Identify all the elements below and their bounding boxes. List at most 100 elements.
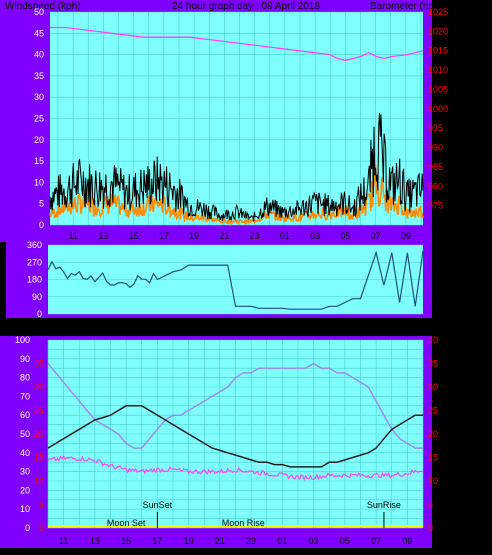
barometer-y-tick-label: 985 [428, 162, 443, 172]
dewpoint-line [47, 405, 423, 468]
wind-x-tick-label: 03 [310, 231, 320, 241]
wind-y-tick-label: 15 [34, 156, 44, 166]
event-marker-label: Moon Set [107, 518, 146, 528]
temp-x-tick-label: 05 [340, 536, 350, 546]
humidity-y-tick-label: 40 [20, 448, 30, 458]
wind-x-tick-label: 15 [129, 231, 139, 241]
wind-x-tick-label: 17 [159, 231, 169, 241]
rain-y-tick-label: 10 [34, 476, 44, 486]
wind-y-tick-label: 45 [34, 28, 44, 38]
humidity-y-tick-label: 90 [20, 354, 30, 364]
wind-y-tick-label: 35 [34, 71, 44, 81]
wind-x-tick-label: 07 [371, 231, 381, 241]
temp-x-tick-label: 19 [184, 536, 194, 546]
direction-label-n: N [436, 240, 443, 251]
wind-x-tick-label: 05 [340, 231, 350, 241]
humidity-y-tick-label: 80 [20, 373, 30, 383]
wind-x-tick-label: 23 [250, 231, 260, 241]
rain-y-tick-label: 30 [34, 382, 44, 392]
wind-x-tick-label: 01 [280, 231, 290, 241]
wind-avg-line [49, 164, 424, 227]
temp-x-tick-label: 23 [246, 536, 256, 546]
humidity-line [47, 455, 423, 482]
barometer-y-tick-label: 1025 [428, 7, 448, 17]
rain-y-tick-label: 25 [34, 406, 44, 416]
wind-y-tick-label: 50 [34, 7, 44, 17]
temp-x-tick-label: 07 [371, 536, 381, 546]
temp-y-tick-label: 5 [428, 500, 433, 510]
direction-y-tick-label: 0 [37, 309, 42, 319]
humidity-y-tick-label: 0 [25, 523, 30, 533]
rain-y-tick-label: 35 [34, 359, 44, 369]
humidity-y-tick-label: 70 [20, 391, 30, 401]
temp-y-tick-label: 30 [428, 382, 438, 392]
barometer-y-tick-label: 1000 [428, 104, 448, 114]
temp-x-tick-label: 21 [215, 536, 225, 546]
humidity-y-tick-label: 20 [20, 485, 30, 495]
direction-y-tick-label: 180 [27, 275, 42, 285]
temp-x-tick-label: 03 [309, 536, 319, 546]
wind-y-tick-label: 30 [34, 92, 44, 102]
barometer-y-tick-label: 1005 [428, 84, 448, 94]
direction-line [47, 250, 424, 310]
direction-y-tick-label: 270 [27, 257, 42, 267]
barometer-y-tick-label: 1010 [428, 65, 448, 75]
temp-x-tick-label: 01 [277, 536, 287, 546]
humidity-y-tick-label: 30 [20, 467, 30, 477]
chart-title: 24 hour graph day : 09 April 2018 [172, 1, 320, 12]
direction-y-tick-label: 360 [27, 240, 42, 250]
wind-y-tick-label: 0 [39, 220, 44, 230]
barometer-y-tick-label: 990 [428, 143, 443, 153]
temp-x-tick-label: 09 [402, 536, 412, 546]
direction-y-tick-label: 90 [32, 292, 42, 302]
wind-y-tick-label: 10 [34, 177, 44, 187]
rain-y-tick-label: 15 [34, 453, 44, 463]
barometer-line [50, 26, 424, 62]
temp-y-tick-label: 15 [428, 453, 438, 463]
event-marker-label: SunSet [143, 500, 173, 510]
wind-gust-line [49, 112, 424, 222]
wind-y-tick-label: 5 [39, 199, 44, 209]
humidity-y-tick-label: 60 [20, 410, 30, 420]
temp-y-tick-label: 25 [428, 406, 438, 416]
humidity-y-tick-label: 100 [15, 335, 30, 345]
barometer-y-tick-label: 975 [428, 201, 443, 211]
temperature-line [47, 362, 423, 449]
wind-x-tick-label: 19 [189, 231, 199, 241]
temp-x-tick-label: 11 [59, 536, 68, 546]
wind-y-tick-label: 20 [34, 135, 44, 145]
wind-x-tick-label: 21 [219, 231, 229, 241]
rain-y-tick-label: 20 [34, 429, 44, 439]
humidity-y-tick-label: 10 [20, 504, 30, 514]
rain-humidity-label: Rainfall (mm) Humidity (%) [2, 322, 121, 333]
temp-y-tick-label: 10 [428, 476, 438, 486]
rain-y-tick-label: 5 [39, 500, 44, 510]
direction-label-e: E [436, 288, 443, 299]
temp-y-tick-label: 0 [428, 523, 433, 533]
wind-y-tick-label: 40 [34, 50, 44, 60]
temp-y-tick-label: 20 [428, 429, 438, 439]
chart-layer: 0510152025303540455097598098599099510001… [15, 7, 448, 546]
temp-x-tick-label: 17 [152, 536, 162, 546]
barometer-y-tick-label: 980 [428, 181, 443, 191]
barometer-y-tick-label: 995 [428, 123, 443, 133]
wind-y-tick-label: 25 [34, 114, 44, 124]
temp-y-tick-label: 35 [428, 359, 438, 369]
event-marker-label: Moon Rise [222, 518, 265, 528]
barometer-label: Barometer (hpa) [370, 1, 443, 12]
wind-x-tick-label: 09 [401, 231, 411, 241]
humidity-y-tick-label: 50 [20, 429, 30, 439]
windspeed-label: Windspeed (kph) [5, 1, 81, 12]
direction-label-w: W [436, 256, 446, 267]
temp-x-tick-label: 15 [121, 536, 131, 546]
event-marker-label: SunRise [367, 500, 401, 510]
rain-y-tick-label: 0 [39, 523, 44, 533]
direction-label-n2: N [436, 304, 443, 315]
wind-x-tick-label: 13 [98, 231, 108, 241]
temp-y-tick-label: 40 [428, 335, 438, 345]
wind-x-tick-label: 11 [68, 231, 77, 241]
direction-label-s: S [436, 272, 443, 283]
temp-x-tick-label: 13 [90, 536, 100, 546]
temp-dewpoint-label: Temperature (°C)Dew Point (°C) [312, 322, 455, 333]
